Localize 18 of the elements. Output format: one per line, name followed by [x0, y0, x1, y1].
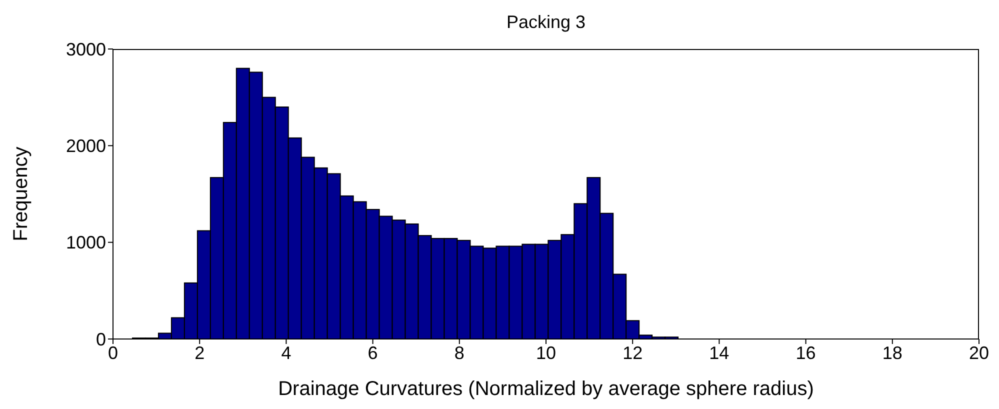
x-axis-title: Drainage Curvatures (Normalized by average sphere radius) — [278, 378, 814, 400]
x-tick-label: 16 — [796, 342, 816, 363]
x-tick-label: 0 — [108, 342, 118, 363]
x-tick-label: 8 — [454, 342, 464, 363]
y-tick-label: 2000 — [66, 136, 106, 156]
x-tick-label: 10 — [536, 342, 556, 363]
x-tick-label: 12 — [622, 342, 643, 363]
y-tick-label: 1000 — [66, 232, 106, 253]
y-tick-label: 0 — [96, 329, 106, 350]
y-tick-label: 3000 — [66, 39, 106, 60]
x-tick-label: 6 — [368, 342, 378, 363]
x-tick-label: 20 — [968, 342, 990, 363]
x-tick-label: 18 — [882, 342, 902, 363]
x-tick-label: 4 — [281, 342, 292, 363]
y-axis-title: Frequency — [10, 146, 32, 242]
x-tick-label: 14 — [709, 342, 730, 363]
x-tick-label: 2 — [194, 342, 205, 363]
chart-title: Packing 3 — [505, 12, 587, 33]
